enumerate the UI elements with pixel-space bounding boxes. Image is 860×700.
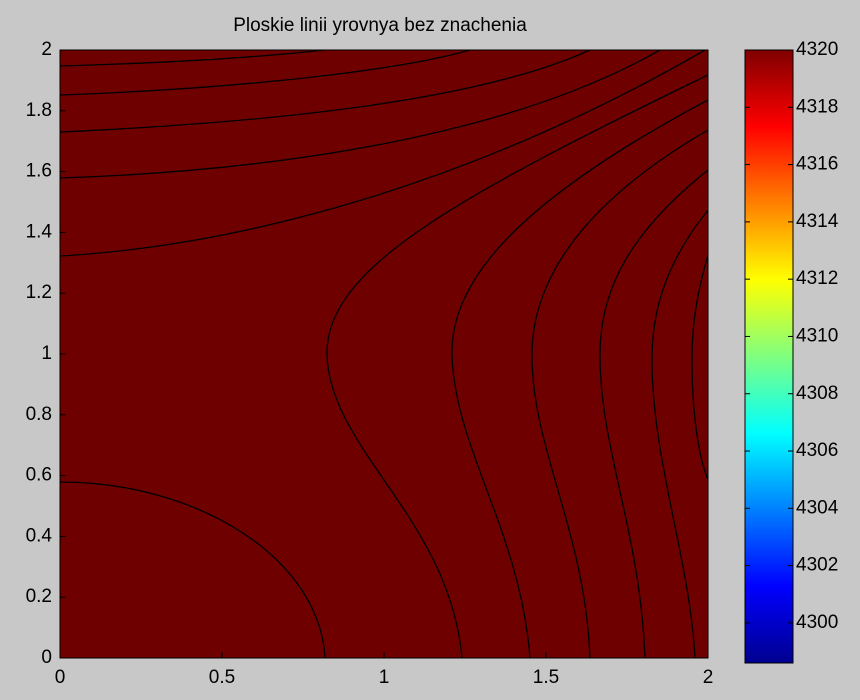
- y-tick-label: 1.6: [26, 161, 52, 182]
- x-tick-label: 0.5: [209, 667, 235, 688]
- y-tick-label: 0.2: [26, 586, 52, 607]
- contour-line: [60, 481, 326, 658]
- plot-area: [60, 50, 708, 658]
- contour-lines: [60, 50, 708, 658]
- contour-line: [691, 254, 708, 481]
- y-tick-label: 0.8: [26, 404, 52, 425]
- colorbar-tick-label: 4302: [796, 555, 838, 576]
- x-tick-label: 0: [55, 667, 66, 688]
- colorbar-tick-label: 4318: [796, 96, 838, 117]
- contour-line: [451, 99, 708, 658]
- colorbar-tick-label: 4304: [796, 497, 839, 518]
- contour-line: [326, 74, 708, 658]
- contour-line: [60, 50, 591, 133]
- x-tick-label: 1: [379, 667, 390, 688]
- contour-line: [60, 50, 706, 257]
- colorbar-tick-label: 4306: [796, 440, 838, 461]
- y-tick-label: 2: [41, 39, 52, 60]
- colorbar-tick-label: 4316: [796, 154, 838, 175]
- y-tick-label: 1: [41, 343, 52, 364]
- contour-line: [531, 129, 708, 658]
- y-tick-label: 1.8: [26, 100, 52, 121]
- y-tick-label: 0.4: [26, 525, 53, 546]
- colorbar: [744, 49, 794, 664]
- y-tick-label: 0.6: [26, 465, 52, 486]
- contour-line: [599, 169, 708, 658]
- colorbar-tick-label: 4300: [796, 612, 838, 633]
- colorbar-tick-label: 4314: [796, 211, 839, 232]
- colorbar-tick-label: 4308: [796, 383, 838, 404]
- colorbar-tick-label: 4312: [796, 268, 838, 289]
- chart-title: Ploskie linii yrovnya bez znachenia: [233, 15, 527, 36]
- contour-line: [60, 50, 661, 179]
- x-tick-label: 1.5: [533, 667, 559, 688]
- colorbar-tick-label: 4310: [796, 325, 838, 346]
- contour-line: [651, 209, 708, 658]
- colorbar-tick-label: 4320: [796, 39, 838, 60]
- y-tick-label: 1.4: [26, 221, 53, 242]
- contour-line: [60, 50, 471, 96]
- contour-line: [60, 50, 326, 67]
- x-tick-label: 2: [703, 667, 714, 688]
- y-tick-label: 1.2: [26, 282, 52, 303]
- y-tick-label: 0: [41, 647, 52, 668]
